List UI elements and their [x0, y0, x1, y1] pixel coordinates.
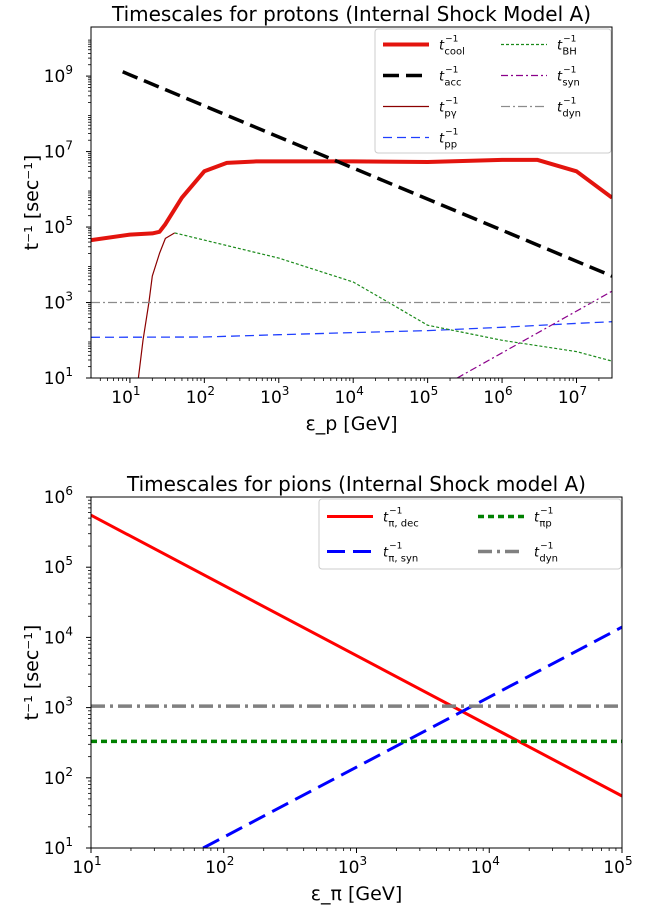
x-tick-label: 103 [338, 854, 367, 878]
series-line-1 [122, 70, 612, 278]
series-line-0 [91, 513, 622, 798]
legend-label-0: t−1 π, dec [383, 507, 419, 530]
series-line-2 [137, 232, 176, 378]
x-tick-label: 104 [335, 384, 364, 408]
x-tick-label: 104 [471, 854, 500, 878]
x-tick-label: 106 [483, 384, 512, 408]
legend-label-3: t−1 pp [439, 128, 458, 151]
x-tick-label: 103 [260, 384, 289, 408]
y-tick-label: 103 [44, 695, 73, 719]
chart-title: Timescales for protons (Internal Shock M… [111, 2, 591, 26]
pion-timescales-plot: Timescales for pions (Internal Shock mod… [21, 472, 633, 905]
x-tick-label: 107 [558, 384, 587, 408]
x-tick-label: 101 [72, 854, 101, 878]
series-line-0 [91, 157, 612, 243]
legend-label-4: t−1 BH [557, 35, 577, 58]
y-tick-label: 109 [44, 63, 73, 87]
legend-label-1: t−1 π, syn [383, 542, 418, 565]
legend: t−1 cool t−1 acc t−1 pγ t−1 pp t−1 BH t−1 syn t−1 dyn [374, 28, 612, 154]
chart-title: Timescales for pions (Internal Shock mod… [126, 472, 586, 496]
legend-box [318, 498, 622, 570]
x-tick-label: 105 [603, 854, 632, 878]
legend-label-3: t−1 dyn [534, 542, 558, 565]
legend-label-2: t−1 pγ [439, 97, 458, 120]
x-tick-label: 102 [205, 854, 234, 878]
y-tick-label: 106 [44, 484, 73, 508]
y-axis-label: t⁻¹ [sec⁻¹] [21, 625, 43, 721]
y-tick-label: 101 [44, 835, 73, 859]
legend-box [374, 28, 612, 154]
proton-timescales-plot: Timescales for protons (Internal Shock M… [21, 2, 613, 435]
legend-label-2: t−1 πp [534, 507, 553, 530]
y-tick-label: 105 [44, 214, 73, 238]
series-line-4 [174, 232, 612, 362]
legend-label-5: t−1 syn [557, 66, 580, 89]
y-tick-label: 102 [44, 765, 73, 789]
legend-label-1: t−1 acc [439, 66, 462, 89]
y-tick-label: 105 [44, 554, 73, 578]
x-axis-label: ε_p [GeV] [305, 413, 397, 435]
series-line-3 [91, 321, 612, 338]
legend-label-0: t−1 cool [439, 35, 465, 58]
x-axis-label: ε_π [GeV] [311, 883, 402, 905]
legend: t−1 π, dec t−1 π, syn t−1 πp t−1 dyn [318, 498, 622, 570]
plot-frame [90, 26, 613, 379]
series-line-5 [456, 290, 612, 378]
series-line-1 [202, 625, 622, 848]
x-tick-label: 101 [111, 384, 140, 408]
y-tick-label: 107 [44, 139, 73, 163]
y-tick-label: 103 [44, 290, 73, 314]
x-tick-label: 102 [186, 384, 215, 408]
y-axis-label: t⁻¹ [sec⁻¹] [21, 155, 43, 251]
y-tick-label: 101 [44, 365, 73, 389]
series-group [91, 513, 622, 848]
legend-label-6: t−1 dyn [557, 97, 581, 120]
series-group [91, 70, 612, 378]
y-tick-label: 104 [44, 624, 73, 648]
x-tick-label: 105 [409, 384, 438, 408]
